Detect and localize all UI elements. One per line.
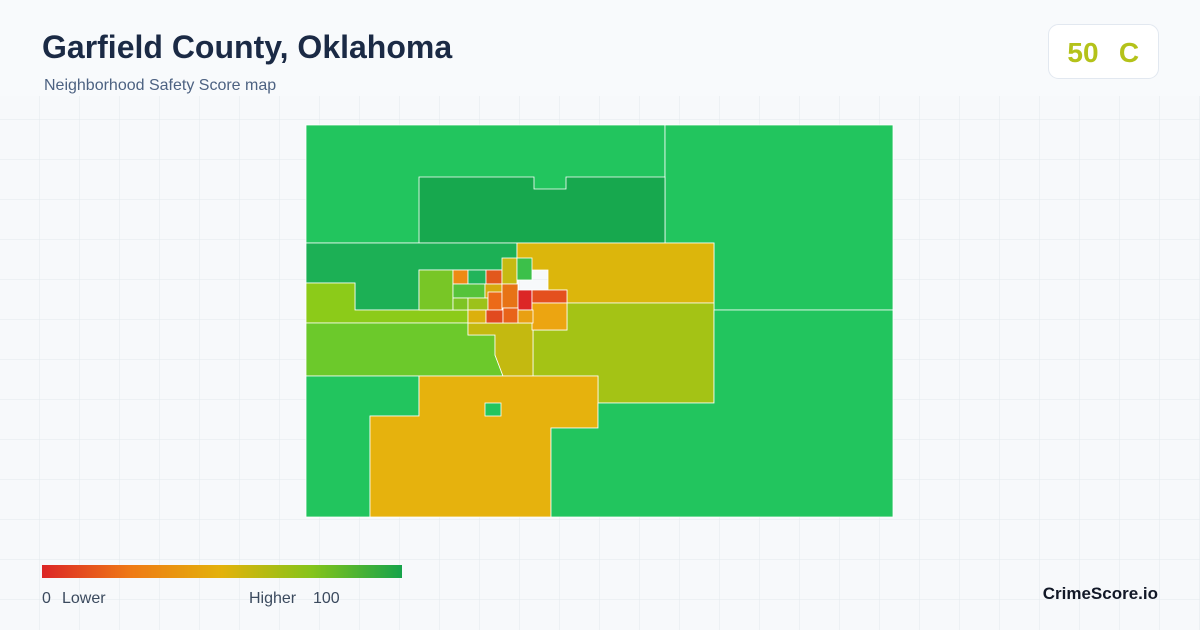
legend-max: 100	[313, 590, 340, 607]
region	[516, 257, 533, 281]
region	[485, 309, 504, 324]
score-value: 50	[1067, 37, 1098, 68]
score-box	[1048, 24, 1159, 79]
region	[452, 269, 469, 285]
region	[467, 322, 534, 377]
legend-min-label: Lower	[62, 590, 106, 607]
legend-max-label: Higher	[249, 590, 297, 607]
region	[517, 309, 534, 324]
legend-bar	[42, 565, 402, 578]
region	[467, 269, 487, 285]
legend-min: 0	[42, 590, 51, 607]
brand: CrimeScore.io	[1043, 584, 1158, 603]
title: Garfield County, Oklahoma	[42, 29, 452, 65]
region	[517, 289, 533, 311]
region	[531, 289, 568, 304]
region	[418, 269, 454, 311]
region	[501, 257, 518, 285]
region	[487, 291, 503, 311]
region	[501, 283, 519, 309]
region	[452, 283, 486, 299]
header-bg	[0, 0, 1200, 96]
region	[485, 269, 503, 285]
region	[531, 302, 568, 331]
score-grade: C	[1119, 37, 1139, 68]
region	[502, 307, 519, 324]
region	[452, 297, 469, 311]
subtitle: Neighborhood Safety Score map	[44, 77, 276, 94]
region	[467, 297, 489, 311]
region	[484, 402, 502, 417]
region	[467, 309, 487, 324]
map	[305, 124, 894, 518]
region	[550, 309, 894, 518]
